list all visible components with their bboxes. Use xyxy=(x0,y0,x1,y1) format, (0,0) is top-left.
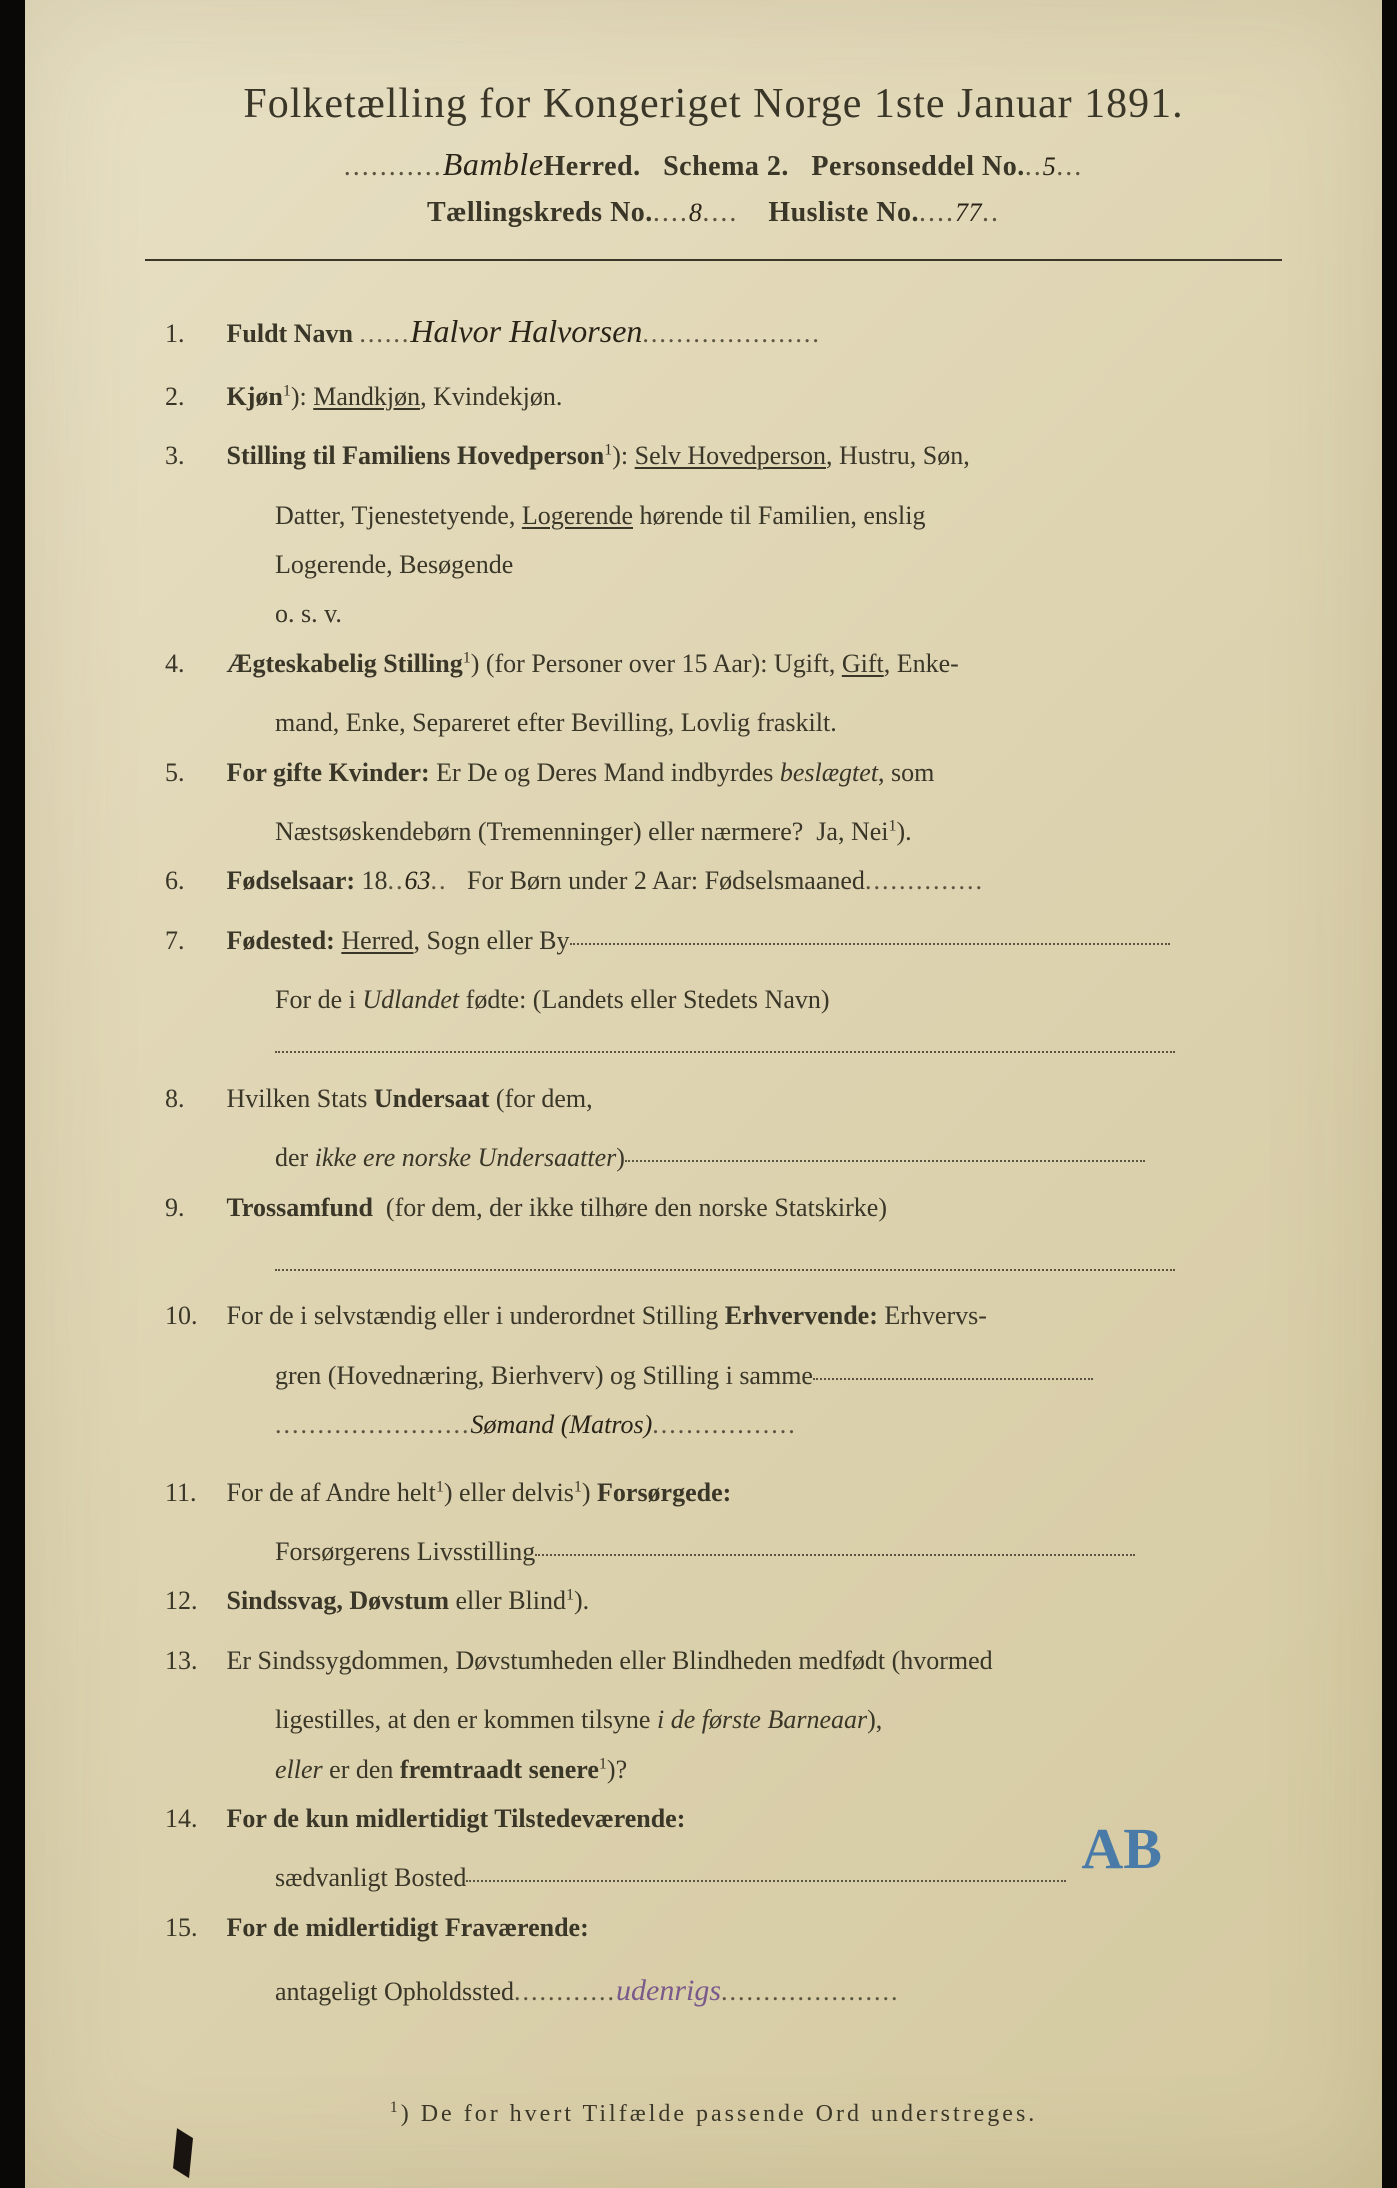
field-8-line2: der ikke ere norske Undersaatter) xyxy=(165,1133,1282,1182)
field-11: 11. For de af Andre helt1) eller delvis1… xyxy=(165,1468,1282,1517)
subheader-line-1: ...........BambleHerred. Schema 2. Perso… xyxy=(145,146,1282,183)
header-rule xyxy=(145,259,1282,261)
main-title: Folketælling for Kongeriget Norge 1ste J… xyxy=(145,80,1282,128)
field-3-line3: Logerende, Besøgende xyxy=(165,540,1282,589)
field-3-line2: Datter, Tjenestetyende, Logerende hørend… xyxy=(165,491,1282,540)
field-3: 3. Stilling til Familiens Hovedperson1):… xyxy=(165,431,1282,480)
herred-underlined: Herred xyxy=(341,926,413,955)
field-5-line2: Næstsøskendebørn (Tremenninger) eller næ… xyxy=(165,807,1282,856)
schema-label: Schema 2. xyxy=(663,151,789,182)
field-7-line3 xyxy=(165,1024,1282,1073)
herred-handwritten: Bamble xyxy=(443,146,544,182)
field-1: 1. Fuldt Navn ......Halvor Halvorsen....… xyxy=(165,301,1282,362)
name-handwritten: Halvor Halvorsen xyxy=(410,313,642,349)
kjon-underlined: Mandkjøn xyxy=(313,382,420,411)
field-7-line2: For de i Udlandet fødte: (Landets eller … xyxy=(165,975,1282,1024)
census-form-page: Folketælling for Kongeriget Norge 1ste J… xyxy=(0,0,1397,2188)
field-9-line2 xyxy=(165,1242,1282,1291)
year-handwritten: 63 xyxy=(405,866,431,895)
occupation-handwritten: Sømand (Matros) xyxy=(471,1410,653,1439)
field-5: 5. For gifte Kvinder: Er De og Deres Man… xyxy=(165,748,1282,797)
dots-prefix: ........... xyxy=(344,151,443,182)
field-6: 6. Fødselsaar: 18..63.. For Børn under 2… xyxy=(165,856,1282,905)
field-3-line4: o. s. v. xyxy=(165,589,1282,638)
personseddel-no: 5 xyxy=(1043,152,1057,181)
field-2: 2. Kjøn1): Mandkjøn, Kvindekjøn. xyxy=(165,372,1282,421)
field-8: 8. Hvilken Stats Undersaat (for dem, xyxy=(165,1074,1282,1123)
gift-underlined: Gift xyxy=(842,649,884,678)
field-4: 4. Ægteskabelig Stilling1) (for Personer… xyxy=(165,639,1282,688)
footnote: 1) De for hvert Tilfælde passende Ord un… xyxy=(145,2099,1282,2128)
field-11-line2: Forsørgerens Livsstilling xyxy=(165,1527,1282,1576)
logerende-underlined: Logerende xyxy=(522,501,633,530)
field-4-line2: mand, Enke, Separeret efter Bevilling, L… xyxy=(165,698,1282,747)
blue-annotation: AB xyxy=(1081,1794,1162,1904)
field-14: 14. For de kun midlertidigt Tilstedevære… xyxy=(165,1794,1282,1843)
opholdssted-written: udenrigs xyxy=(616,1974,721,2007)
field-7: 7. Fødested: Herred, Sogn eller By xyxy=(165,916,1282,965)
field-12: 12. Sindssvag, Døvstum eller Blind1). xyxy=(165,1576,1282,1625)
form-body: 1. Fuldt Navn ......Halvor Halvorsen....… xyxy=(145,301,1282,2019)
field-15: 15. For de midlertidigt Fraværende: xyxy=(165,1903,1282,1952)
field-10: 10. For de i selvstændig eller i underor… xyxy=(165,1291,1282,1340)
husliste-no: 77 xyxy=(955,198,982,227)
field-10-line3: .......................Sømand (Matros)..… xyxy=(165,1400,1282,1449)
field-15-line2: antageligt Opholdssted............udenri… xyxy=(165,1962,1282,2019)
herred-label: Herred. xyxy=(544,151,641,182)
field-13-line2: ligestilles, at den er kommen tilsyne i … xyxy=(165,1695,1282,1744)
field-9: 9. Trossamfund (for dem, der ikke tilhør… xyxy=(165,1183,1282,1232)
field-10-line2: gren (Hovednæring, Bierhverv) og Stillin… xyxy=(165,1351,1282,1400)
personseddel-label: Personseddel No. xyxy=(811,151,1024,182)
hovedperson-underlined: Selv Hovedperson xyxy=(635,441,826,470)
paper-tear xyxy=(165,2128,205,2178)
subheader-line-2: Tællingskreds No.....8.... Husliste No..… xyxy=(145,197,1282,229)
husliste-label: Husliste No. xyxy=(768,197,919,228)
field-13: 13. Er Sindssygdommen, Døvstumheden elle… xyxy=(165,1636,1282,1685)
form-header: Folketælling for Kongeriget Norge 1ste J… xyxy=(145,80,1282,229)
kreds-label: Tællingskreds No. xyxy=(427,197,653,228)
field-13-line3: eller er den fremtraadt senere1)? xyxy=(165,1745,1282,1794)
kreds-no: 8 xyxy=(689,198,703,227)
